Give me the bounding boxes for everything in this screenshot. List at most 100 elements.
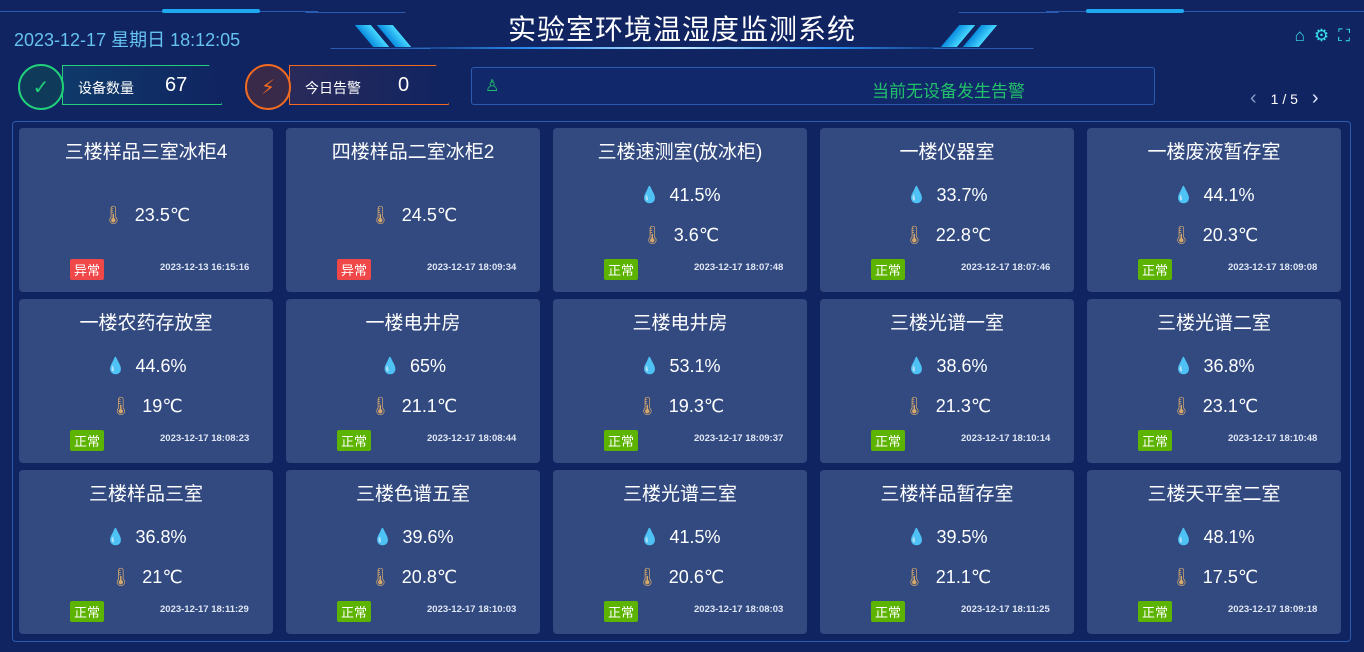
update-time: 2023-12-17 18:10:14 [961, 433, 1051, 444]
device-name: 四楼样品二室冰柜2 [331, 142, 495, 163]
humidity-row: 💧 41.5% [640, 185, 721, 206]
status-badge: 正常 [604, 259, 639, 280]
device-card[interactable]: 三楼色谱五室 💧 39.6% 🌡 20.8℃ 正常 2023-12-17 18:10:… [286, 470, 540, 634]
update-time: 2023-12-17 18:07:48 [694, 262, 784, 273]
temperature-value: 21.1℃ [935, 566, 992, 587]
temperature-row: 🌡 17.5℃ [1170, 567, 1258, 588]
home-icon[interactable]: ⌂ [1294, 26, 1305, 45]
device-count-stat: ✓ 设备数量 67 [18, 64, 228, 110]
device-card[interactable]: 三楼光谱三室 💧 41.5% 🌡 20.6℃ 正常 2023-12-17 18:08:… [553, 470, 807, 634]
check-cycle-icon: ✓ [18, 64, 64, 110]
status-badge: 正常 [337, 430, 372, 451]
readings: 💧 48.1% 🌡 17.5℃ [1087, 510, 1341, 604]
update-time: 2023-12-17 18:08:23 [160, 433, 250, 444]
device-card[interactable]: 三楼样品三室冰柜4 🌡 23.5℃ 异常 2023-12-13 16:15:16 [19, 128, 273, 292]
header-line-right [1046, 11, 1364, 12]
device-name: 三楼样品三室冰柜4 [64, 142, 228, 163]
prev-page-button[interactable]: ‹ [1250, 87, 1257, 109]
thermometer-icon: 🌡 [902, 224, 926, 245]
gear-icon[interactable]: ⚙ [1313, 26, 1330, 45]
status-badge: 正常 [1138, 259, 1173, 280]
device-card[interactable]: 一楼农药存放室 💧 44.6% 🌡 19℃ 正常 2023-12-17 18:08:2… [19, 299, 273, 463]
device-card-grid: 三楼样品三室冰柜4 🌡 23.5℃ 异常 2023-12-13 16:15:16 四… [12, 121, 1351, 642]
humidity-value: 39.6% [402, 526, 454, 547]
alarm-banner: ♙ 当前无设备发生告警 [471, 67, 1155, 105]
fullscreen-icon[interactable]: ⛶ [1338, 26, 1350, 45]
humidity-value: 36.8% [1203, 355, 1255, 376]
thermometer-icon: 🌡 [902, 566, 926, 587]
status-badge: 正常 [337, 601, 372, 622]
alarm-banner-text: 当前无设备发生告警 [872, 82, 1025, 101]
temperature-value: 3.6℃ [673, 224, 720, 245]
temperature-row: 🌡 23.1℃ [1170, 396, 1258, 417]
device-card[interactable]: 一楼仪器室 💧 33.7% 🌡 22.8℃ 正常 2023-12-17 18:07:4… [820, 128, 1074, 292]
humidity-value: 48.1% [1203, 526, 1255, 547]
page-title: 实验室环境温湿度监测系统 [507, 14, 856, 45]
status-badge: 正常 [871, 430, 906, 451]
temperature-row: 🌡 24.5℃ [369, 205, 457, 226]
temperature-row: 🌡 20.8℃ [369, 567, 457, 588]
readings: 🌡 23.5℃ [19, 168, 273, 262]
device-card[interactable]: 三楼样品三室 💧 36.8% 🌡 21℃ 正常 2023-12-17 18:11:29 [19, 470, 273, 634]
device-name: 三楼样品暂存室 [880, 484, 1014, 505]
alarm-siren-icon: ⚡ [245, 64, 291, 110]
humidity-row: 💧 44.1% [1174, 185, 1255, 206]
humidity-value: 41.5% [669, 184, 721, 205]
humidity-drops-icon: 💧 [1173, 529, 1194, 546]
thermometer-icon: 🌡 [635, 395, 659, 416]
status-badge: 正常 [871, 259, 906, 280]
humidity-value: 36.8% [135, 526, 187, 547]
device-card[interactable]: 一楼电井房 💧 65% 🌡 21.1℃ 正常 2023-12-17 18:08:44 [286, 299, 540, 463]
device-card[interactable]: 一楼废液暂存室 💧 44.1% 🌡 20.3℃ 正常 2023-12-17 18:09… [1087, 128, 1341, 292]
device-card[interactable]: 三楼光谱二室 💧 36.8% 🌡 23.1℃ 正常 2023-12-17 18:10:… [1087, 299, 1341, 463]
thermometer-icon: 🌡 [1169, 395, 1193, 416]
humidity-drops-icon: 💧 [380, 358, 400, 375]
readings: 💧 33.7% 🌡 22.8℃ [820, 168, 1074, 262]
thermometer-icon: 🌡 [368, 204, 392, 225]
device-card[interactable]: 三楼电井房 💧 53.1% 🌡 19.3℃ 正常 2023-12-17 18:09:3… [553, 299, 807, 463]
device-name: 三楼色谱五室 [355, 484, 470, 505]
header-line-left [0, 11, 318, 12]
temperature-row: 🌡 22.8℃ [903, 225, 991, 246]
temperature-value: 21℃ [142, 566, 183, 587]
device-card[interactable]: 三楼天平室二室 💧 48.1% 🌡 17.5℃ 正常 2023-12-17 18:09… [1087, 470, 1341, 634]
humidity-row: 💧 36.8% [1174, 356, 1255, 377]
next-page-button[interactable]: › [1311, 87, 1319, 109]
device-count-value: 67 [165, 74, 188, 96]
humidity-drops-icon: 💧 [1173, 187, 1194, 204]
temperature-value: 21.3℃ [935, 395, 992, 416]
humidity-drops-icon: 💧 [639, 358, 660, 375]
temperature-value: 23.1℃ [1202, 395, 1259, 416]
readings: 💧 44.6% 🌡 19℃ [19, 339, 273, 433]
device-count-frame [62, 65, 222, 105]
humidity-row: 💧 41.5% [640, 527, 721, 548]
page-indicator: 1 / 5 [1270, 90, 1298, 107]
device-card[interactable]: 四楼样品二室冰柜2 🌡 24.5℃ 异常 2023-12-17 18:09:34 [286, 128, 540, 292]
humidity-drops-icon: 💧 [906, 187, 927, 204]
temperature-row: 🌡 21.1℃ [369, 396, 457, 417]
thermometer-icon: 🌡 [368, 566, 392, 587]
device-card[interactable]: 三楼光谱一室 💧 38.6% 🌡 21.3℃ 正常 2023-12-17 18:10:… [820, 299, 1074, 463]
status-badge: 正常 [871, 601, 906, 622]
status-badge: 正常 [70, 601, 105, 622]
thermometer-icon: 🌡 [109, 566, 133, 587]
humidity-drops-icon: 💧 [1173, 358, 1194, 375]
device-name: 三楼样品三室 [88, 484, 203, 505]
device-card[interactable]: 三楼速测室(放冰柜) 💧 41.5% 🌡 3.6℃ 正常 2023-12-17 18:… [553, 128, 807, 292]
thermometer-icon: 🌡 [902, 395, 926, 416]
humidity-row: 💧 33.7% [907, 185, 988, 206]
temperature-value: 19.3℃ [668, 395, 725, 416]
device-name: 三楼光谱三室 [622, 484, 737, 505]
device-name: 一楼仪器室 [899, 142, 995, 163]
temperature-value: 17.5℃ [1202, 566, 1259, 587]
humidity-value: 65% [409, 355, 446, 376]
temperature-row: 🌡 20.6℃ [636, 567, 724, 588]
update-time: 2023-12-17 18:10:48 [1228, 433, 1318, 444]
humidity-value: 39.5% [936, 526, 988, 547]
device-card[interactable]: 三楼样品暂存室 💧 39.5% 🌡 21.1℃ 正常 2023-12-17 18:11… [820, 470, 1074, 634]
status-badge: 正常 [70, 430, 105, 451]
status-badge: 正常 [604, 430, 639, 451]
humidity-drops-icon: 💧 [639, 529, 660, 546]
device-name: 三楼光谱二室 [1156, 313, 1271, 334]
humidity-value: 44.1% [1203, 184, 1255, 205]
